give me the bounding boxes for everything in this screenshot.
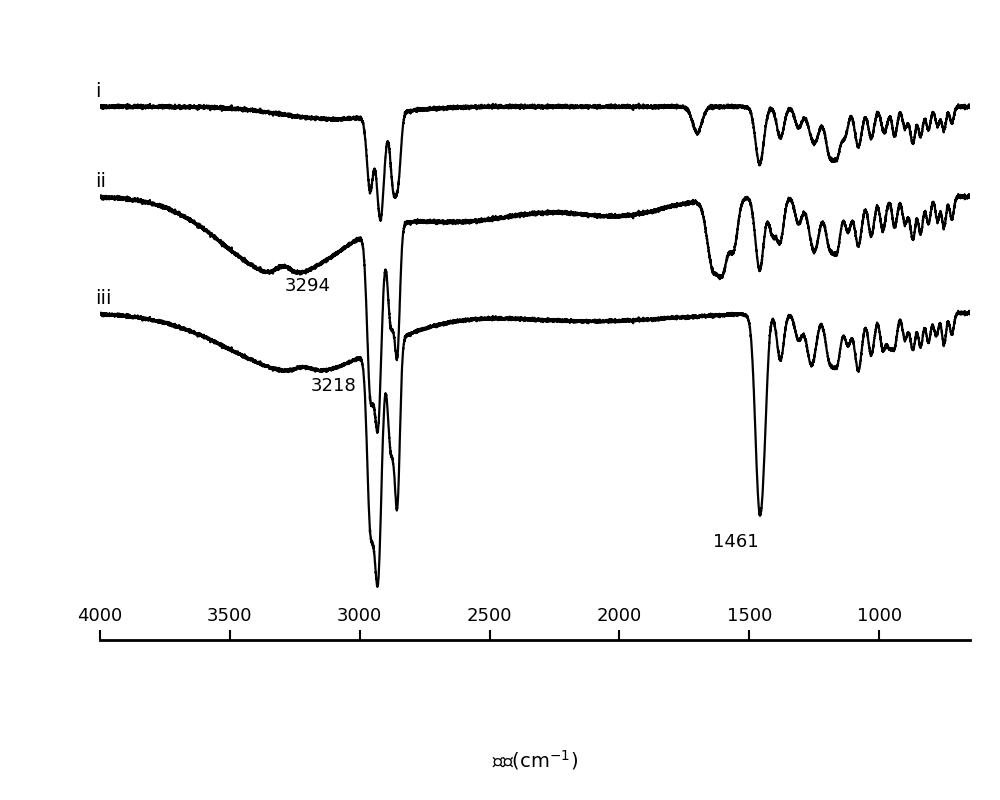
Text: ii: ii [95,172,106,191]
Text: 1461: 1461 [713,533,759,550]
Text: iii: iii [95,289,111,308]
Text: 3294: 3294 [285,278,331,295]
Text: i: i [95,82,100,101]
Text: 波数(cm$^{-1}$): 波数(cm$^{-1}$) [492,748,578,772]
Text: 3218: 3218 [311,378,357,395]
